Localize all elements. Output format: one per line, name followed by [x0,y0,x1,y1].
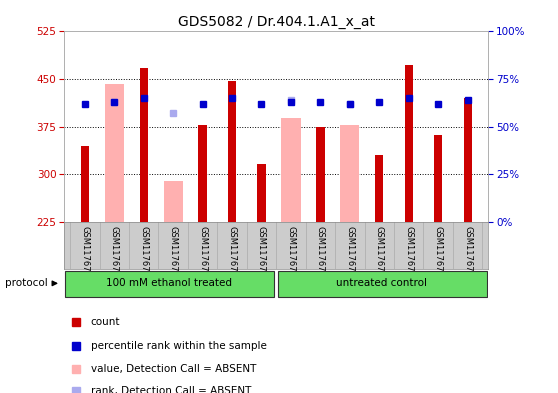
Text: GSM1176786: GSM1176786 [404,226,413,282]
Text: GSM1176781: GSM1176781 [110,226,119,282]
Bar [105,84,124,222]
Text: GSM1176783: GSM1176783 [139,226,148,282]
Text: GSM1176787: GSM1176787 [198,226,207,282]
Text: GSM1176782: GSM1176782 [345,226,354,282]
Text: GSM1176791: GSM1176791 [257,226,266,282]
Bar [375,155,383,222]
Text: GSM1176778: GSM1176778 [286,226,295,282]
Text: 100 mM ethanol treated: 100 mM ethanol treated [106,278,232,288]
FancyBboxPatch shape [65,271,275,297]
Text: value, Detection Call = ABSENT: value, Detection Call = ABSENT [90,364,256,375]
Text: rank, Detection Call = ABSENT: rank, Detection Call = ABSENT [90,386,251,393]
Bar [199,125,206,222]
Bar [140,68,148,222]
Text: GSM1176779: GSM1176779 [80,226,89,282]
Bar [434,135,442,222]
Text: count: count [90,318,120,327]
Bar [81,146,89,222]
Text: GSM1176780: GSM1176780 [316,226,325,282]
Bar [257,163,266,222]
Text: percentile rank within the sample: percentile rank within the sample [90,341,266,351]
Title: GDS5082 / Dr.404.1.A1_x_at: GDS5082 / Dr.404.1.A1_x_at [177,15,375,29]
FancyBboxPatch shape [278,271,487,297]
Text: GSM1176789: GSM1176789 [228,226,237,282]
Bar [340,125,359,222]
Text: GSM1176785: GSM1176785 [169,226,177,282]
Bar [228,81,236,222]
Bar [281,118,301,222]
Text: GSM1176784: GSM1176784 [375,226,384,282]
Bar [464,98,472,222]
Bar [405,65,413,222]
Text: GSM1176788: GSM1176788 [434,226,442,282]
Text: protocol: protocol [5,278,48,288]
Bar [163,181,182,222]
Bar [316,127,325,222]
Text: untreated control: untreated control [336,278,427,288]
Text: GSM1176790: GSM1176790 [463,226,472,282]
